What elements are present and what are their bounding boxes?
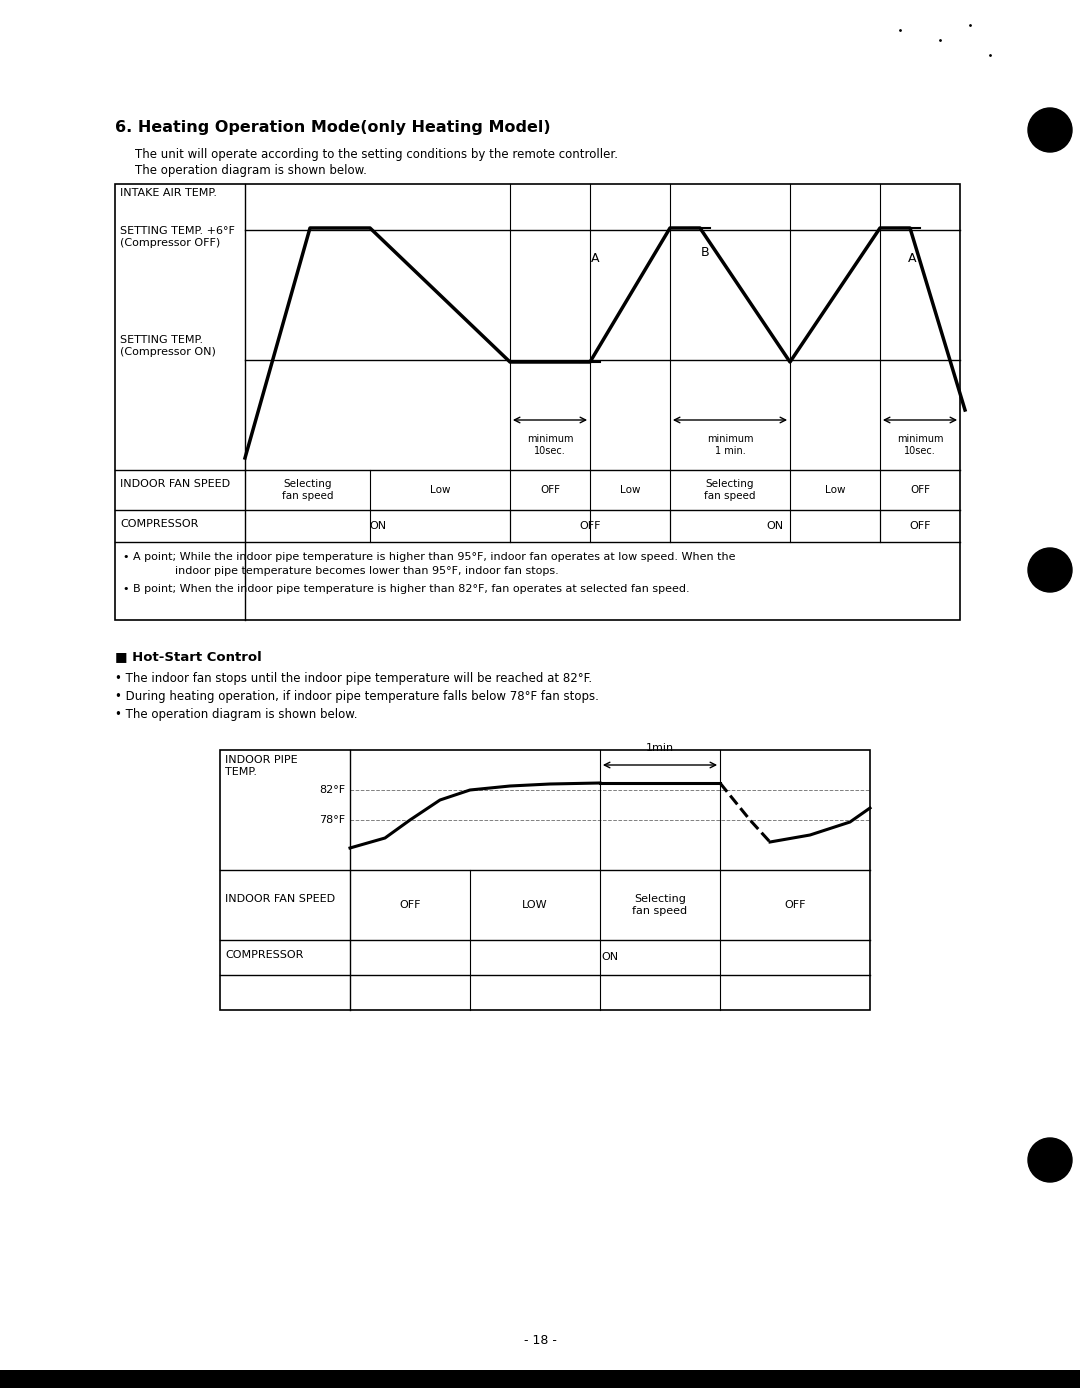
Text: - 18 -: - 18 - — [524, 1334, 556, 1346]
Circle shape — [1028, 548, 1072, 593]
Text: ON: ON — [767, 520, 784, 532]
Text: ■ Hot-Start Control: ■ Hot-Start Control — [114, 650, 261, 663]
Text: SETTING TEMP.
(Compressor ON): SETTING TEMP. (Compressor ON) — [120, 335, 216, 357]
Text: The unit will operate according to the setting conditions by the remote controll: The unit will operate according to the s… — [135, 149, 618, 161]
Text: 6. Heating Operation Mode(only Heating Model): 6. Heating Operation Mode(only Heating M… — [114, 119, 551, 135]
Text: LOW: LOW — [523, 899, 548, 911]
Text: SETTING TEMP. +6°F
(Compressor OFF): SETTING TEMP. +6°F (Compressor OFF) — [120, 226, 234, 247]
Text: • B point; When the indoor pipe temperature is higher than 82°F, fan operates at: • B point; When the indoor pipe temperat… — [123, 584, 690, 594]
Text: Selecting
fan speed: Selecting fan speed — [633, 894, 688, 916]
Text: COMPRESSOR: COMPRESSOR — [120, 519, 199, 529]
Text: OFF: OFF — [400, 899, 421, 911]
Text: A: A — [908, 251, 916, 265]
Text: 82°F: 82°F — [319, 786, 345, 795]
Text: • A point; While the indoor pipe temperature is higher than 95°F, indoor fan ope: • A point; While the indoor pipe tempera… — [123, 552, 735, 562]
Text: ON: ON — [602, 952, 619, 962]
Text: Low: Low — [825, 484, 846, 496]
Text: INDOOR FAN SPEED: INDOOR FAN SPEED — [225, 894, 335, 904]
Text: • The operation diagram is shown below.: • The operation diagram is shown below. — [114, 708, 357, 720]
Text: OFF: OFF — [784, 899, 806, 911]
Text: minimum
10sec.: minimum 10sec. — [896, 434, 943, 455]
Text: OFF: OFF — [910, 484, 930, 496]
Text: Selecting
fan speed: Selecting fan speed — [282, 479, 334, 501]
Text: minimum
1 min.: minimum 1 min. — [706, 434, 753, 455]
Text: The operation diagram is shown below.: The operation diagram is shown below. — [135, 164, 367, 178]
Text: COMPRESSOR: COMPRESSOR — [225, 951, 303, 960]
Text: • The indoor fan stops until the indoor pipe temperature will be reached at 82°F: • The indoor fan stops until the indoor … — [114, 672, 592, 686]
Bar — [220, 750, 870, 1010]
Circle shape — [1028, 108, 1072, 153]
Circle shape — [1028, 1138, 1072, 1183]
Text: OFF: OFF — [579, 520, 600, 532]
Text: INDOOR PIPE
TEMP.: INDOOR PIPE TEMP. — [225, 755, 298, 777]
Bar — [114, 185, 960, 620]
Text: Selecting
fan speed: Selecting fan speed — [704, 479, 756, 501]
Text: • During heating operation, if indoor pipe temperature falls below 78°F fan stop: • During heating operation, if indoor pi… — [114, 690, 599, 702]
Text: OFF: OFF — [909, 520, 931, 532]
Bar — [0, 1370, 1080, 1388]
Text: Low: Low — [620, 484, 640, 496]
Text: OFF: OFF — [540, 484, 561, 496]
Text: minimum
10sec.: minimum 10sec. — [527, 434, 573, 455]
Text: 78°F: 78°F — [319, 815, 345, 824]
Text: 1min: 1min — [646, 743, 674, 754]
Text: ON: ON — [369, 520, 386, 532]
Text: INTAKE AIR TEMP.: INTAKE AIR TEMP. — [120, 187, 217, 198]
Text: Low: Low — [430, 484, 450, 496]
Text: indoor pipe temperature becomes lower than 95°F, indoor fan stops.: indoor pipe temperature becomes lower th… — [175, 566, 558, 576]
Text: A: A — [591, 251, 599, 265]
Text: INDOOR FAN SPEED: INDOOR FAN SPEED — [120, 479, 230, 489]
Text: B: B — [701, 246, 710, 258]
